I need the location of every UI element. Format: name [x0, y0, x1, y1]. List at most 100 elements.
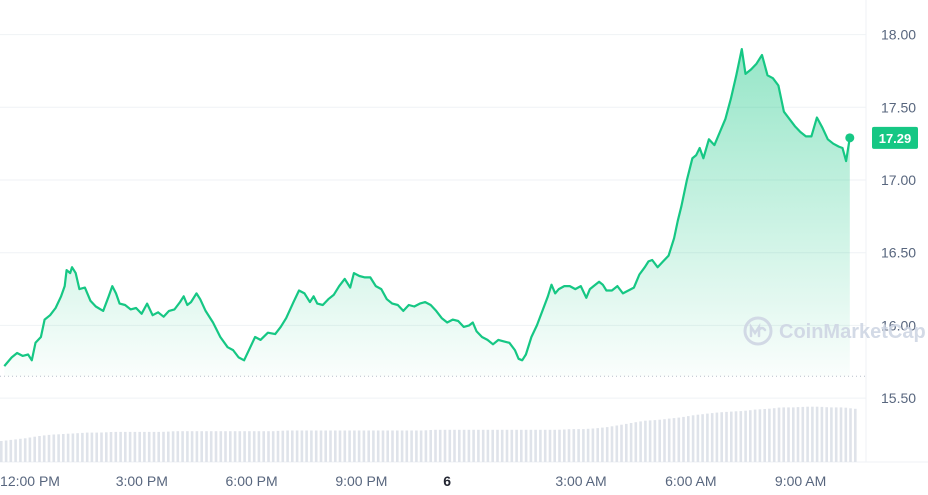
- volume-bar: [787, 407, 790, 462]
- volume-bar: [839, 407, 843, 462]
- volume-bar: [114, 431, 118, 462]
- volume-bar: [14, 439, 17, 462]
- volume-bar: [448, 429, 452, 462]
- volume-bar: [367, 430, 370, 462]
- volume-bar: [219, 431, 223, 462]
- volume-bar: [706, 413, 709, 462]
- volume-bar: [305, 430, 308, 462]
- volume-bar: [682, 416, 685, 462]
- volume-bar: [353, 430, 356, 462]
- volume-bar: [725, 411, 728, 462]
- volume-bar: [477, 429, 480, 462]
- volume-bar: [124, 431, 127, 462]
- volume-bar: [577, 429, 580, 462]
- volume-bar: [243, 431, 246, 462]
- volume-bar: [4, 440, 8, 462]
- volume-bar: [539, 429, 542, 462]
- volume-bar: [634, 422, 638, 462]
- volume-bar: [205, 431, 208, 462]
- volume-bar: [758, 409, 762, 462]
- volume-bar: [271, 431, 275, 462]
- volume-bar: [629, 423, 633, 462]
- volume-bar: [830, 407, 833, 462]
- volume-bar: [563, 429, 566, 462]
- volume-bar: [162, 431, 165, 462]
- volume-bar: [768, 408, 771, 462]
- volume-bar: [453, 429, 456, 462]
- volume-bar: [171, 431, 175, 462]
- price-area: [4, 49, 850, 377]
- volume-bar: [71, 433, 75, 462]
- volume-bar: [434, 429, 437, 462]
- volume-bar: [601, 427, 604, 462]
- volume-bar: [252, 431, 256, 462]
- volume-bar: [362, 430, 366, 462]
- volume-bar: [739, 411, 743, 462]
- volume-bar: [730, 411, 733, 462]
- volume-bar: [381, 430, 385, 462]
- y-tick-label: 16.50: [881, 245, 916, 261]
- volume-bar: [834, 407, 838, 462]
- x-tick-label: 9:00 AM: [775, 473, 826, 489]
- volume-bar: [133, 431, 137, 462]
- volume-bar: [811, 406, 814, 462]
- volume-bar: [19, 438, 22, 462]
- volume-bar: [28, 437, 32, 462]
- volume-bar: [319, 430, 323, 462]
- volume-bar: [792, 407, 795, 462]
- volume-bar: [214, 431, 218, 462]
- volume-bar: [276, 430, 280, 462]
- volume-bar: [229, 431, 232, 462]
- volume-bar: [47, 434, 51, 462]
- volume-bar: [248, 431, 251, 462]
- volume-bar: [66, 433, 70, 462]
- volume-bar: [763, 409, 766, 462]
- volume-bar: [567, 429, 571, 462]
- volume-bar: [85, 432, 89, 462]
- current-price-tag-bg: [872, 126, 918, 149]
- volume-bar: [76, 433, 79, 462]
- volume-bar: [710, 413, 714, 462]
- volume-bar: [281, 430, 285, 462]
- volume-bar: [653, 420, 657, 462]
- volume-bar: [62, 434, 65, 462]
- y-tick-label: 18.00: [881, 27, 916, 43]
- volume-bar: [42, 435, 46, 462]
- volume-bar: [844, 407, 848, 462]
- volume-bar: [620, 424, 623, 462]
- volume-bar: [400, 430, 404, 462]
- volume-bar: [109, 432, 113, 462]
- volume-bar: [644, 420, 647, 462]
- volume-bar: [854, 408, 857, 462]
- volume-bar: [801, 406, 805, 462]
- volume-bar: [386, 430, 389, 462]
- volume-bar: [543, 429, 547, 462]
- volume-bar: [500, 429, 504, 462]
- volume-bar: [262, 431, 265, 462]
- y-axis: 15.50 16.00 16.50 17.00 17.50 18.00: [881, 27, 916, 407]
- current-price-label: 17.29: [879, 131, 912, 146]
- volume-bar: [472, 429, 475, 462]
- volume-bar: [753, 409, 757, 462]
- volume-bar: [186, 431, 189, 462]
- volume-bar: [33, 436, 36, 462]
- volume-bar: [291, 430, 294, 462]
- volume-bar: [257, 431, 261, 462]
- volume-bar: [529, 429, 533, 462]
- volume-bar: [458, 429, 461, 462]
- volume-bar: [334, 430, 337, 462]
- current-price-dot: [845, 133, 855, 143]
- volume-bar: [815, 406, 819, 462]
- volume-bar: [396, 430, 399, 462]
- volume-bar: [648, 420, 652, 462]
- volume-bar: [481, 429, 485, 462]
- volume-bar: [300, 430, 304, 462]
- y-tick-label: 16.00: [881, 317, 916, 333]
- volume-bar: [701, 414, 704, 462]
- volume-bar: [157, 431, 160, 462]
- volume-bar: [625, 423, 628, 462]
- volume-bar: [200, 431, 203, 462]
- volume-bar: [429, 430, 432, 462]
- volume-bar: [615, 425, 619, 462]
- volume-bar: [23, 438, 27, 462]
